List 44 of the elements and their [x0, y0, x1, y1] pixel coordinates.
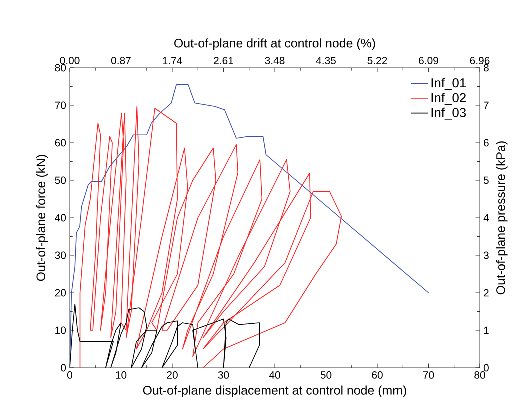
y-axis-title: Out-of-plane force (kN) — [36, 155, 48, 282]
x2-tick-label: 6.09 — [419, 57, 438, 64]
x2-tick-label: 1.74 — [163, 57, 182, 64]
x-tick-label: 70 — [423, 372, 434, 379]
x2-tick-label: 0.87 — [111, 57, 131, 64]
x-tick-label: 40 — [269, 372, 280, 379]
x2-tick-label: 4.35 — [316, 57, 336, 64]
x-tick-label: 20 — [167, 372, 178, 379]
x-tick-label: 50 — [320, 372, 332, 379]
y-tick-label: 20 — [55, 289, 66, 297]
y-tick-label: 80 — [55, 64, 66, 72]
x2-tick-label: 5.22 — [368, 57, 388, 64]
y-tick-label: 10 — [56, 326, 66, 334]
x2-tick-label: 2.61 — [214, 57, 234, 64]
y2-tick-label: 6 — [484, 139, 489, 147]
x2-tick-label: 3.48 — [265, 57, 285, 64]
legend-label: Inf_03 — [432, 108, 466, 120]
y-tick-label: 0 — [61, 364, 66, 372]
x-tick-label: 0 — [67, 372, 72, 379]
x2-axis-title: Out-of-plane drift at control node (%) — [174, 38, 376, 50]
y-tick-label: 40 — [55, 214, 66, 222]
y2-tick-label: 8 — [484, 64, 489, 72]
y2-tick-label: 7 — [484, 102, 489, 110]
x-axis-title: Out-of-plane displacement at control node (mm) — [143, 386, 406, 398]
y2-tick-label: 2 — [484, 289, 489, 297]
x-tick-label: 60 — [372, 372, 383, 379]
y-tick-label: 70 — [55, 102, 66, 110]
y2-tick-label: 5 — [484, 176, 489, 184]
x-tick-label: 80 — [474, 372, 486, 379]
y2-tick-label: 0 — [484, 364, 489, 372]
y2-tick-label: 1 — [484, 326, 489, 334]
y2-axis-title: Out-of-plane pressure (kPa) — [496, 142, 508, 295]
x2-tick-label: 0.00 — [60, 57, 80, 64]
y2-tick-label: 3 — [484, 252, 489, 260]
x-tick-label: 10 — [116, 372, 127, 379]
x2-tick-label: 6.96 — [470, 57, 490, 64]
line-series — [80, 106, 342, 368]
y-tick-label: 50 — [55, 176, 66, 184]
y-tick-label: 30 — [55, 252, 66, 260]
x-tick-label: 30 — [218, 372, 230, 379]
legend-label: Inf_01 — [432, 78, 466, 90]
legend-label: Inf_02 — [432, 93, 466, 105]
y-tick-label: 60 — [55, 139, 66, 147]
y2-tick-label: 4 — [484, 214, 490, 222]
